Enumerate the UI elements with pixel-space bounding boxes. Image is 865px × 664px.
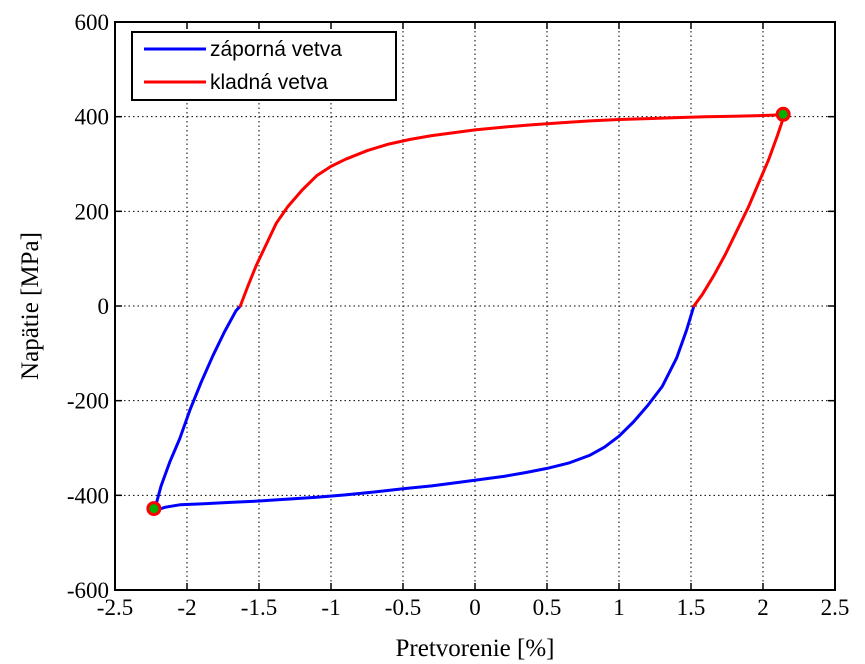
x-tick-labels: -2.5 -2 -1.5 -1 -0.5 0 0.5 1 1.5 2 2.5 — [97, 595, 850, 620]
series-line-1 — [153, 304, 242, 509]
x-tick-label: 2 — [757, 595, 769, 620]
y-tick-label: 200 — [75, 199, 110, 224]
x-tick-label: 2.5 — [821, 595, 850, 620]
series-line-0 — [153, 304, 696, 511]
legend-label-zaporna: záporná vetva — [210, 38, 342, 61]
endpoint-markers — [146, 106, 791, 517]
y-tick-label: 0 — [98, 294, 110, 319]
x-tick-label: -1 — [321, 595, 340, 620]
x-tick-label: 0 — [469, 595, 481, 620]
legend-label-kladna: kladná vetva — [210, 71, 328, 94]
x-axis-label: Pretvorenie [%] — [396, 635, 555, 662]
legend-box — [131, 31, 397, 101]
y-tick-label: -200 — [67, 389, 109, 414]
series-line-3 — [692, 112, 787, 308]
endpoint-marker-1 — [775, 106, 791, 122]
series-line-2 — [238, 112, 787, 308]
series-lines — [153, 112, 787, 511]
endpoint-marker-0 — [146, 501, 162, 517]
x-tick-label: -0.5 — [385, 595, 421, 620]
x-tick-label: 1 — [613, 595, 625, 620]
axis-ticks — [114, 21, 836, 591]
y-tick-label: -400 — [67, 483, 109, 508]
x-tick-label: -2 — [177, 595, 196, 620]
legend: záporná vetva kladná vetva — [131, 31, 397, 101]
x-tick-label: 1.5 — [677, 595, 706, 620]
y-tick-label: 400 — [75, 105, 110, 130]
y-tick-labels: -600 -400 -200 0 200 400 600 — [67, 10, 109, 603]
x-tick-label: 0.5 — [533, 595, 562, 620]
y-tick-label: -600 — [67, 578, 109, 603]
x-tick-label: -2.5 — [97, 595, 133, 620]
y-axis-label: Napätie [MPa] — [17, 232, 44, 380]
x-tick-label: -1.5 — [241, 595, 277, 620]
y-tick-label: 600 — [75, 10, 110, 35]
